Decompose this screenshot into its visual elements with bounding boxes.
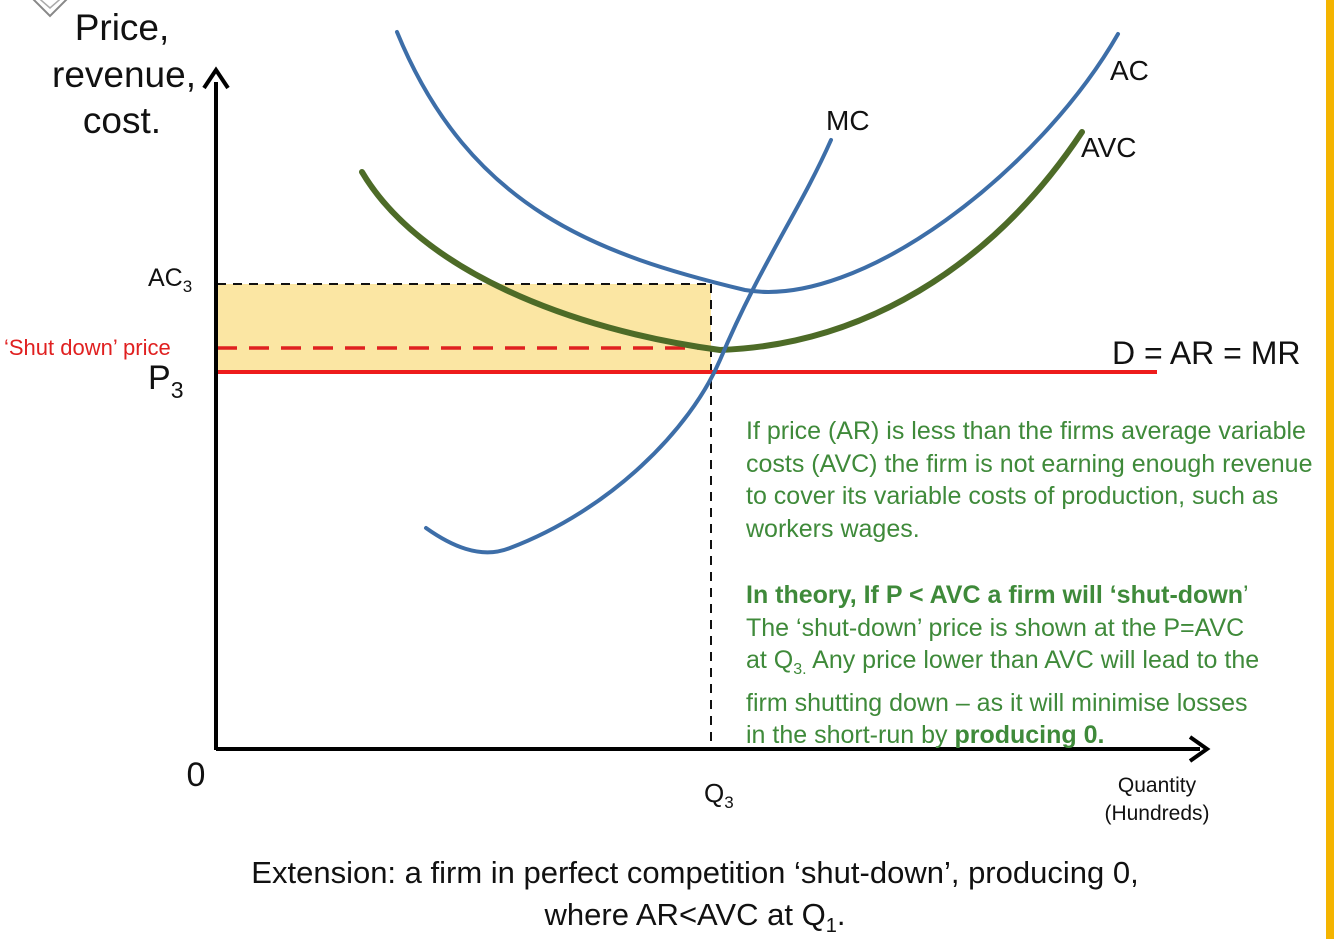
mc-curve [424,138,833,555]
p3-label-main: P [148,359,171,397]
y-axis-label-line3: cost. [83,100,161,141]
note-line-6-bold: producing 0. [954,721,1105,749]
avc-curve [359,129,1085,354]
y-axis-label-line2: revenue, [52,54,196,95]
ac3-label: AC3 [148,264,192,296]
note-gap [746,545,1326,579]
caption-line-2-pre: where AR<AVC at Q [544,897,826,932]
avc-label: AVC [1081,132,1137,163]
note-line-4-pre: at Q [746,646,794,674]
note-line-3: The ‘shut-down’ price is shown at the P=… [746,613,1245,642]
p3-label: P3 [148,359,183,403]
x-axis-label-line1: Quantity [1118,774,1197,797]
mc-label: MC [826,105,870,136]
x-axis-arrow [1188,735,1211,763]
y-axis-arrow [202,66,230,90]
note-line-4-sub: 3. [793,661,807,678]
x-axis-label-line2: (Hundreds) [1104,802,1209,825]
origin-label: 0 [187,756,206,794]
y-axis-label-line1: Price, [75,7,170,48]
note-line-4-post: Any price lower than AVC will lead to th… [806,646,1260,674]
p3-label-sub: 3 [171,377,184,403]
ac3-label-sub: 3 [183,277,192,296]
ac-curve [395,30,1120,294]
crest-logo [20,0,80,26]
ac-label: AC [1110,55,1149,86]
caption-line-1: Extension: a firm in perfect competition… [251,855,1139,890]
note-line-5: firm shutting down – as it will minimise… [746,688,1248,717]
note-bold-tail: ’ [1243,581,1249,609]
shutdown-price-label: ‘Shut down’ price [4,335,171,360]
q3-label-sub: 3 [724,793,733,812]
ac3-label-main: AC [148,264,183,292]
q3-label: Q3 [704,778,734,812]
q3-label-main: Q [704,778,724,808]
caption-line-2: where AR<AVC at Q1. [0,894,1334,947]
note-line-6-pre: in the short-run by [746,721,955,749]
note-paragraph-2: In theory, If P < AVC a firm will ‘shut-… [746,579,1326,752]
loss-area [217,284,711,372]
demand-label: D = AR = MR [1112,335,1301,371]
slide-edge-strip [1326,0,1334,939]
note-paragraph-1: If price (AR) is less than the firms ave… [746,417,1313,543]
note-bold-statement: In theory, If P < AVC a firm will ‘shut-… [746,581,1244,609]
caption-line-2-sub: 1 [825,915,837,938]
explanation-note: If price (AR) is less than the firms ave… [746,415,1326,752]
figure-caption: Extension: a firm in perfect competition… [0,852,1334,947]
caption-line-2-post: . [836,897,846,932]
